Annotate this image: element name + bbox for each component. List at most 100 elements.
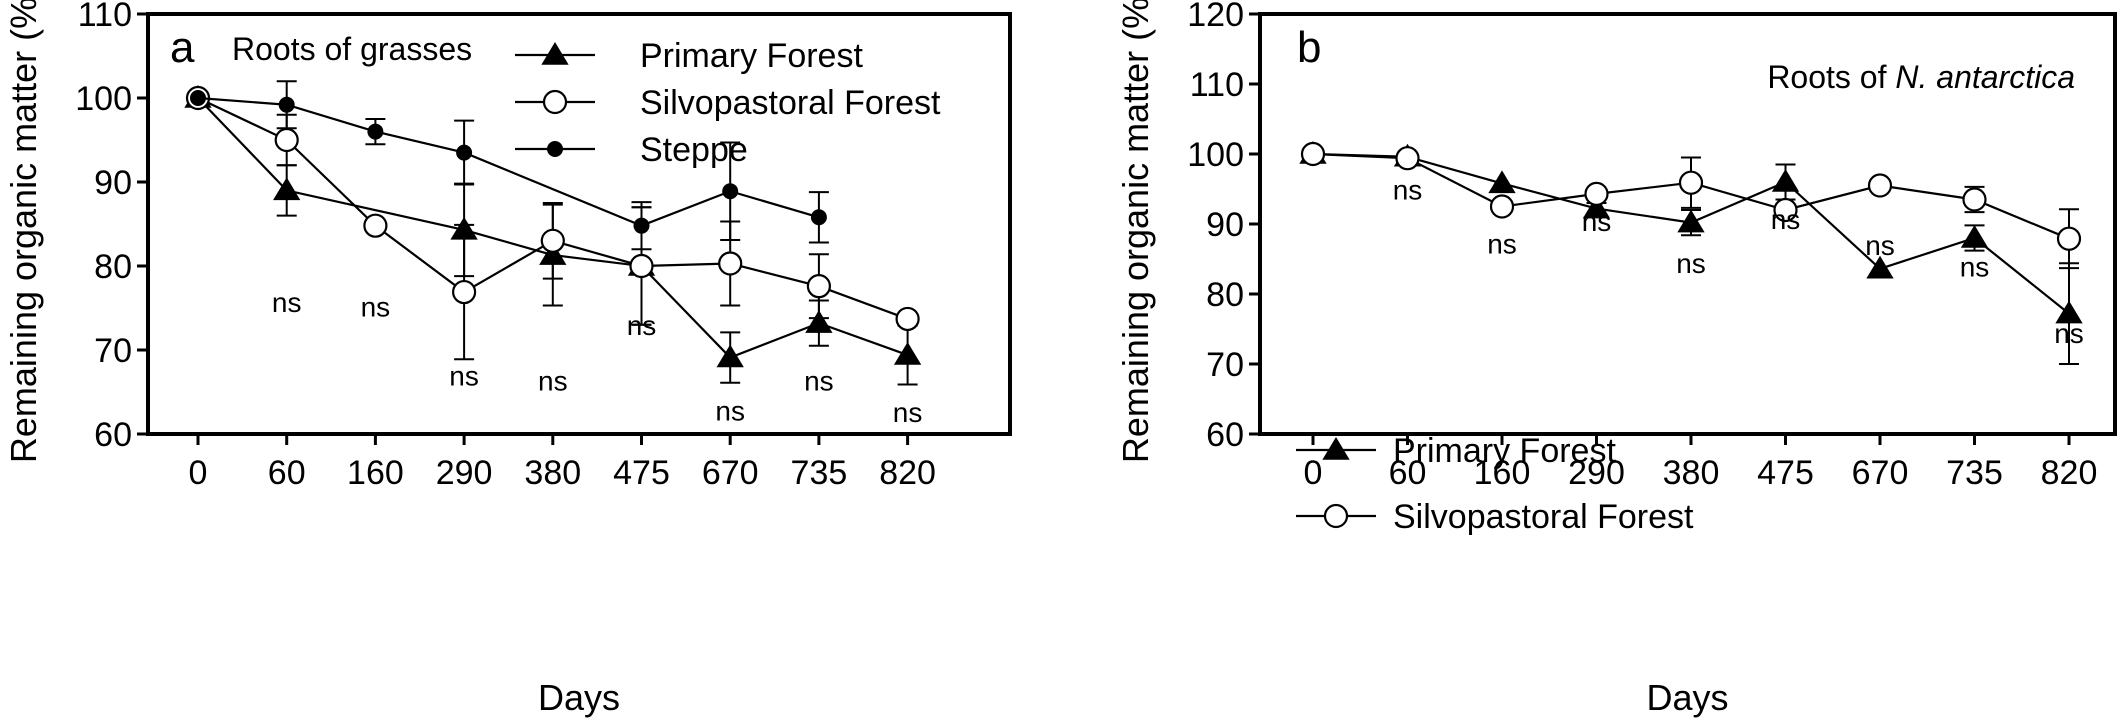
y-tick-label: 80 (94, 248, 132, 286)
data-point (1582, 195, 1611, 219)
data-point (363, 213, 388, 238)
panel-title-text: Roots of (1767, 59, 1895, 95)
annotation-ns: ns (2054, 318, 2084, 349)
data-point (1867, 173, 1893, 198)
data-point (273, 177, 301, 201)
x-tick-label: 290 (436, 454, 493, 492)
annotation-ns: ns (449, 360, 479, 391)
legend-entry: Silvopastoral Forest (640, 84, 941, 122)
plot-frame (146, 12, 1012, 436)
annotation-ns: ns (1865, 230, 1895, 261)
data-point (1300, 141, 1326, 167)
y-tick-label: 70 (1206, 346, 1244, 384)
data-point (274, 127, 299, 153)
data-point (633, 217, 650, 234)
y-tick-label: 110 (78, 0, 132, 34)
x-tick-label: 735 (1946, 454, 2003, 492)
y-tick-label: 90 (94, 164, 132, 202)
x-tick-label: 475 (1757, 454, 1814, 492)
series-silvopastoral-forest (185, 85, 920, 361)
y-tick-label: 60 (94, 416, 132, 454)
data-point (452, 279, 477, 305)
data-point (2056, 226, 2082, 251)
y-tick-label: 80 (1206, 276, 1244, 314)
annotation-ns: ns (627, 310, 657, 341)
data-point (716, 344, 744, 368)
data-point (1678, 170, 1704, 195)
annotation-ns: ns (893, 397, 923, 428)
panel-title-text: Roots of grasses (232, 31, 472, 67)
panel-letter: b (1297, 23, 1321, 72)
x-tick-label: 160 (347, 454, 404, 492)
data-point (190, 90, 206, 106)
x-tick-label: 290 (1568, 454, 1625, 492)
annotation-ns: ns (1676, 248, 1706, 279)
legend-entry: Primary Forest (640, 37, 863, 75)
annotation-ns: ns (1487, 228, 1517, 259)
data-point (895, 306, 920, 332)
panel-title-italic: N. antarctica (1895, 59, 2075, 95)
data-point (893, 342, 922, 365)
x-tick-label: 475 (613, 454, 670, 492)
annotation-ns: ns (538, 365, 568, 396)
data-point (718, 251, 743, 276)
data-point (629, 253, 654, 279)
legend-marker (542, 89, 568, 115)
x-tick-label: 160 (1474, 454, 1531, 492)
data-point (1584, 181, 1609, 206)
series-line (197, 97, 908, 359)
x-tick-label: 60 (1389, 454, 1427, 492)
legend-entry: Silvopastoral Forest (1393, 498, 1694, 536)
x-tick-label: 670 (702, 454, 759, 492)
panel-letter: a (170, 23, 195, 72)
data-point (1962, 187, 1987, 212)
y-tick-label: 60 (1206, 416, 1244, 454)
x-axis-title: Days (538, 677, 620, 718)
x-tick-label: 380 (1663, 454, 1720, 492)
data-point (1489, 194, 1515, 219)
data-point (1866, 255, 1894, 279)
legend-marker (1323, 503, 1349, 529)
annotation-ns: ns (361, 291, 391, 322)
data-point (1677, 209, 1705, 233)
legend-marker (541, 42, 569, 65)
x-tick-label: 670 (1852, 454, 1909, 492)
x-tick-label: 820 (2041, 454, 2098, 492)
annotation-ns: ns (1771, 204, 1801, 235)
panel-title: Roots of grasses (232, 31, 472, 67)
data-point (2055, 300, 2083, 324)
annotation-ns: ns (1393, 175, 1423, 206)
y-axis-title: Remaining organic matter (%) (3, 0, 44, 463)
data-point (810, 209, 827, 226)
series-silvopastoral-forest (1300, 141, 2082, 270)
x-tick-label: 380 (524, 454, 581, 492)
annotation-ns: ns (1960, 252, 1990, 283)
data-point (1395, 146, 1420, 171)
data-point (456, 144, 473, 161)
x-tick-label: 0 (189, 454, 208, 492)
x-tick-label: 735 (791, 454, 848, 492)
data-point (1960, 225, 1989, 248)
data-point (1773, 197, 1798, 223)
legend-marker (1322, 437, 1350, 460)
data-point (1771, 169, 1800, 192)
x-axis-title: Days (1646, 677, 1728, 718)
annotation-ns: ns (804, 365, 834, 396)
x-tick-label: 0 (1304, 454, 1323, 492)
annotation-ns: ns (272, 287, 302, 318)
data-point (278, 96, 295, 113)
y-tick-label: 100 (75, 80, 132, 118)
x-tick-label: 820 (879, 454, 936, 492)
panel-b: 60 70 80 90 100 110 120 0 60 160 290 380 475 670 735 82… (1115, 0, 2117, 718)
annotation-ns: ns (1582, 206, 1612, 237)
y-tick-label: 90 (1206, 206, 1244, 244)
x-tick-label: 60 (268, 454, 306, 492)
legend-marker (547, 141, 563, 157)
data-point (367, 123, 384, 140)
panel-a: 60 70 80 90 100 110 0 60 160 290 380 475 670 735 820 Da… (3, 0, 1012, 718)
y-axis-title: Remaining organic matter (%) (1115, 0, 1156, 463)
data-point (722, 183, 739, 200)
y-tick-label: 120 (1187, 0, 1244, 34)
data-point (1488, 170, 1516, 194)
